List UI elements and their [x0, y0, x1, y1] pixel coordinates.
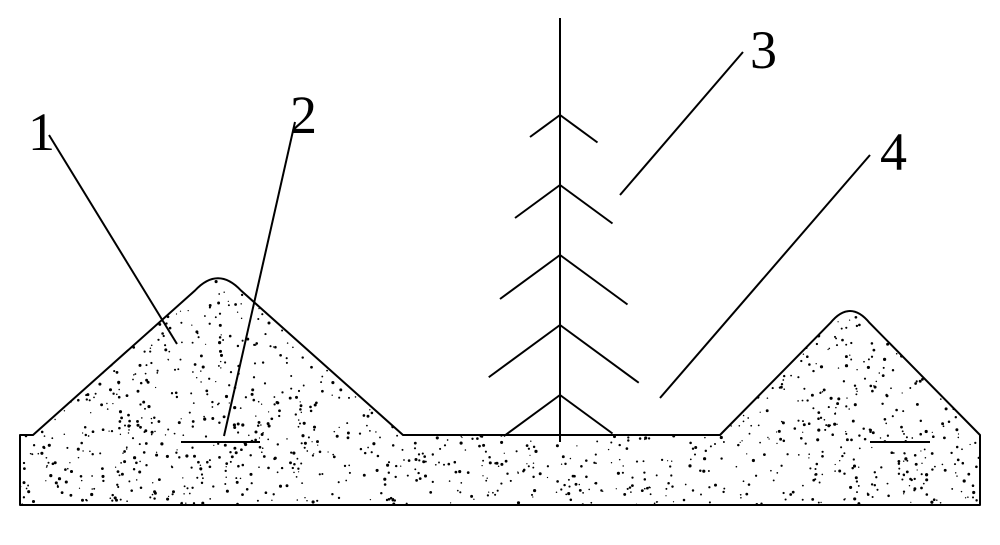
- label-3: 3: [750, 23, 777, 77]
- diagram-svg: [0, 0, 1000, 545]
- label-2: 2: [290, 88, 317, 142]
- label-1: 1: [28, 105, 55, 159]
- label-4: 4: [880, 125, 907, 179]
- diagram-canvas: 1 2 3 4: [0, 0, 1000, 545]
